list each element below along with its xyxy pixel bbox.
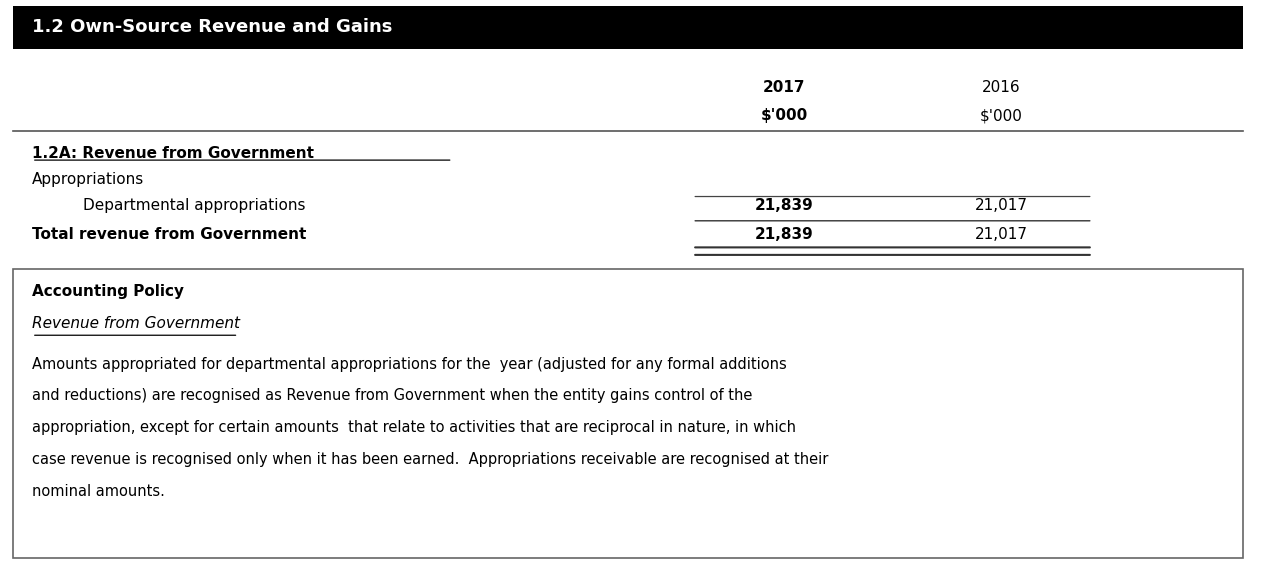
Text: nominal amounts.: nominal amounts.	[32, 484, 164, 499]
Text: $'000: $'000	[760, 108, 808, 123]
Text: 2017: 2017	[762, 80, 806, 95]
Text: 21,839: 21,839	[755, 227, 813, 242]
Text: Amounts appropriated for departmental appropriations for the  year (adjusted for: Amounts appropriated for departmental ap…	[32, 357, 787, 372]
Text: Accounting Policy: Accounting Policy	[32, 284, 184, 299]
Text: Appropriations: Appropriations	[32, 172, 144, 187]
Text: Total revenue from Government: Total revenue from Government	[32, 227, 306, 242]
Text: 21,839: 21,839	[755, 198, 813, 213]
Text: case revenue is recognised only when it has been earned.  Appropriations receiva: case revenue is recognised only when it …	[32, 452, 829, 467]
FancyBboxPatch shape	[13, 269, 1243, 558]
Text: Departmental appropriations: Departmental appropriations	[83, 198, 306, 213]
Text: appropriation, except for certain amounts  that relate to activities that are re: appropriation, except for certain amount…	[32, 420, 796, 435]
Text: and reductions) are recognised as Revenue from Government when the entity gains : and reductions) are recognised as Revenu…	[32, 388, 752, 403]
Text: 21,017: 21,017	[974, 227, 1028, 242]
Text: 21,017: 21,017	[974, 198, 1028, 213]
Text: 1.2 Own-Source Revenue and Gains: 1.2 Own-Source Revenue and Gains	[32, 18, 393, 36]
Text: 2016: 2016	[982, 80, 1020, 95]
Text: Revenue from Government: Revenue from Government	[32, 316, 240, 331]
Text: 1.2A: Revenue from Government: 1.2A: Revenue from Government	[32, 146, 314, 161]
FancyBboxPatch shape	[13, 6, 1243, 49]
Text: $'000: $'000	[979, 108, 1023, 123]
